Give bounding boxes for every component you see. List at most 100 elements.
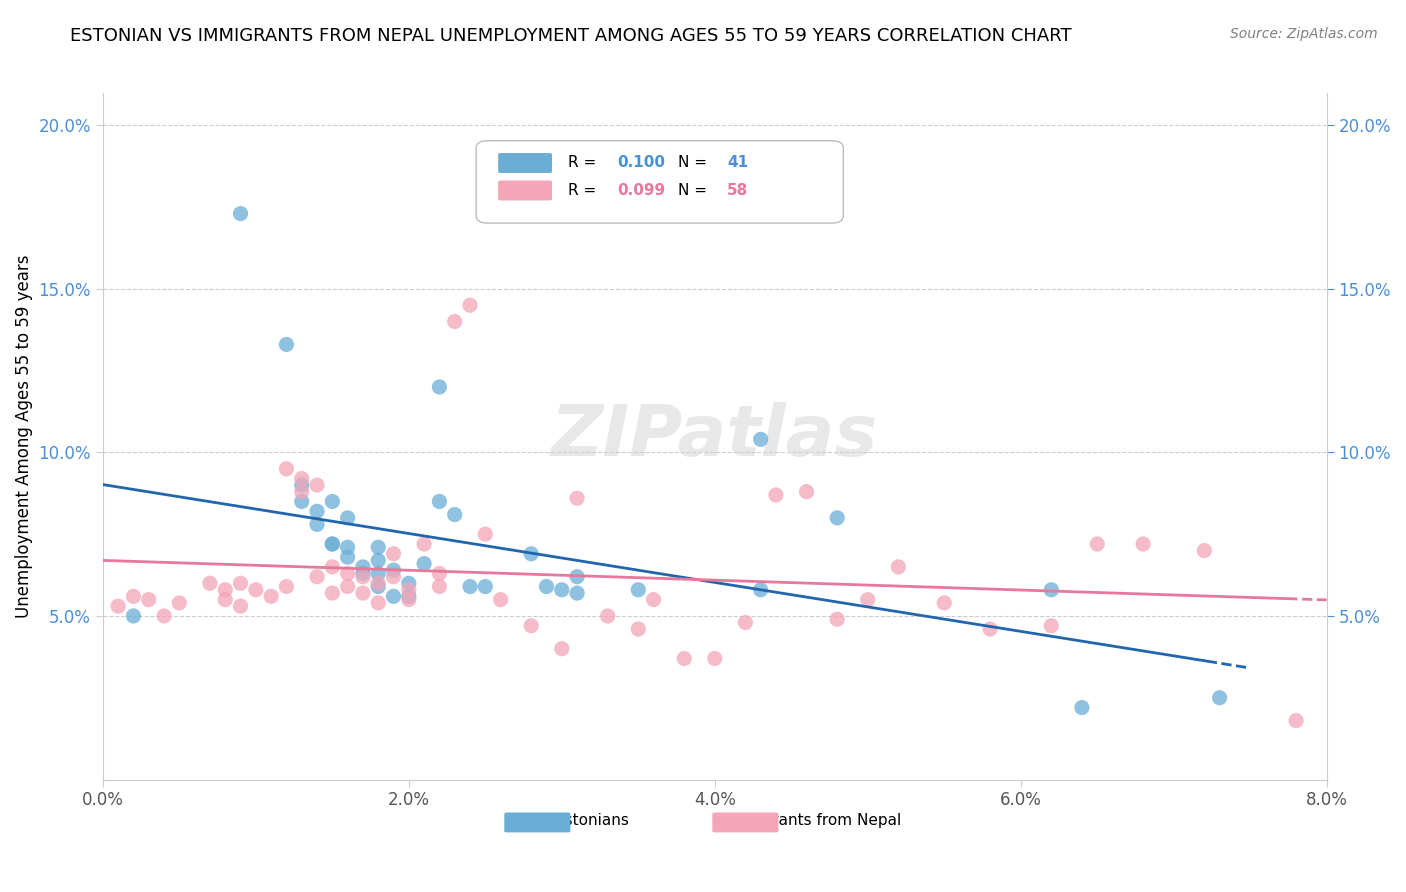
Text: 0.099: 0.099: [617, 183, 665, 198]
Estonians: [352, 560, 374, 574]
Estonians: [551, 582, 574, 597]
Immigrants from Nepal: [214, 592, 236, 607]
Estonians: [825, 511, 848, 525]
Immigrants from Nepal: [1132, 537, 1154, 551]
Immigrants from Nepal: [305, 478, 328, 492]
Estonians: [565, 570, 588, 584]
Text: R =: R =: [568, 183, 600, 198]
Estonians: [749, 433, 772, 447]
Text: 41: 41: [727, 155, 748, 170]
Estonians: [336, 511, 359, 525]
Immigrants from Nepal: [336, 566, 359, 581]
Text: N =: N =: [678, 183, 711, 198]
Immigrants from Nepal: [796, 484, 818, 499]
Immigrants from Nepal: [1194, 543, 1216, 558]
Immigrants from Nepal: [520, 619, 543, 633]
Estonians: [443, 508, 465, 522]
Text: 0.100: 0.100: [617, 155, 665, 170]
FancyBboxPatch shape: [498, 153, 553, 173]
Immigrants from Nepal: [1085, 537, 1108, 551]
Estonians: [305, 504, 328, 518]
Immigrants from Nepal: [305, 570, 328, 584]
Estonians: [429, 380, 451, 394]
Estonians: [321, 537, 343, 551]
Estonians: [458, 580, 481, 594]
Estonians: [367, 541, 389, 555]
Immigrants from Nepal: [856, 592, 879, 607]
Immigrants from Nepal: [489, 592, 512, 607]
Immigrants from Nepal: [703, 651, 725, 665]
Immigrants from Nepal: [229, 599, 252, 614]
Estonians: [382, 590, 405, 604]
Immigrants from Nepal: [474, 527, 496, 541]
Estonians: [291, 494, 314, 508]
Immigrants from Nepal: [229, 576, 252, 591]
Immigrants from Nepal: [321, 586, 343, 600]
Immigrants from Nepal: [291, 484, 314, 499]
Immigrants from Nepal: [367, 576, 389, 591]
Estonians: [749, 582, 772, 597]
Estonians: [382, 563, 405, 577]
Estonians: [398, 590, 420, 604]
Text: R =: R =: [568, 155, 600, 170]
Immigrants from Nepal: [352, 586, 374, 600]
Text: ZIPatlas: ZIPatlas: [551, 401, 879, 471]
Estonians: [229, 206, 252, 220]
Estonians: [398, 576, 420, 591]
Immigrants from Nepal: [122, 590, 145, 604]
Estonians: [367, 553, 389, 567]
Estonians: [1040, 582, 1063, 597]
Estonians: [305, 517, 328, 532]
Estonians: [352, 566, 374, 581]
Estonians: [536, 580, 558, 594]
Immigrants from Nepal: [673, 651, 696, 665]
Estonians: [413, 557, 436, 571]
Text: Source: ZipAtlas.com: Source: ZipAtlas.com: [1230, 27, 1378, 41]
Immigrants from Nepal: [734, 615, 756, 630]
Immigrants from Nepal: [336, 580, 359, 594]
Estonians: [520, 547, 543, 561]
Text: Immigrants from Nepal: Immigrants from Nepal: [724, 814, 901, 829]
Immigrants from Nepal: [429, 580, 451, 594]
Estonians: [321, 494, 343, 508]
Immigrants from Nepal: [382, 570, 405, 584]
Immigrants from Nepal: [398, 582, 420, 597]
Immigrants from Nepal: [413, 537, 436, 551]
Immigrants from Nepal: [1040, 619, 1063, 633]
Immigrants from Nepal: [276, 580, 298, 594]
Immigrants from Nepal: [352, 570, 374, 584]
Immigrants from Nepal: [458, 298, 481, 312]
Immigrants from Nepal: [627, 622, 650, 636]
Immigrants from Nepal: [596, 609, 619, 624]
Immigrants from Nepal: [107, 599, 129, 614]
Immigrants from Nepal: [138, 592, 160, 607]
Estonians: [627, 582, 650, 597]
Immigrants from Nepal: [1285, 714, 1308, 728]
FancyBboxPatch shape: [498, 180, 553, 201]
Text: Estonians: Estonians: [555, 814, 630, 829]
Immigrants from Nepal: [887, 560, 910, 574]
Immigrants from Nepal: [260, 590, 283, 604]
Immigrants from Nepal: [276, 462, 298, 476]
Immigrants from Nepal: [321, 560, 343, 574]
Estonians: [367, 566, 389, 581]
Immigrants from Nepal: [765, 488, 787, 502]
Estonians: [565, 586, 588, 600]
FancyBboxPatch shape: [477, 141, 844, 223]
FancyBboxPatch shape: [505, 813, 571, 832]
Estonians: [429, 494, 451, 508]
Immigrants from Nepal: [169, 596, 191, 610]
FancyBboxPatch shape: [713, 813, 779, 832]
Immigrants from Nepal: [825, 612, 848, 626]
Estonians: [1071, 700, 1094, 714]
Immigrants from Nepal: [245, 582, 267, 597]
Immigrants from Nepal: [979, 622, 1001, 636]
Immigrants from Nepal: [214, 582, 236, 597]
Estonians: [336, 541, 359, 555]
Immigrants from Nepal: [551, 641, 574, 656]
Text: 58: 58: [727, 183, 748, 198]
Estonians: [367, 580, 389, 594]
Immigrants from Nepal: [443, 315, 465, 329]
Immigrants from Nepal: [565, 491, 588, 506]
Immigrants from Nepal: [398, 592, 420, 607]
